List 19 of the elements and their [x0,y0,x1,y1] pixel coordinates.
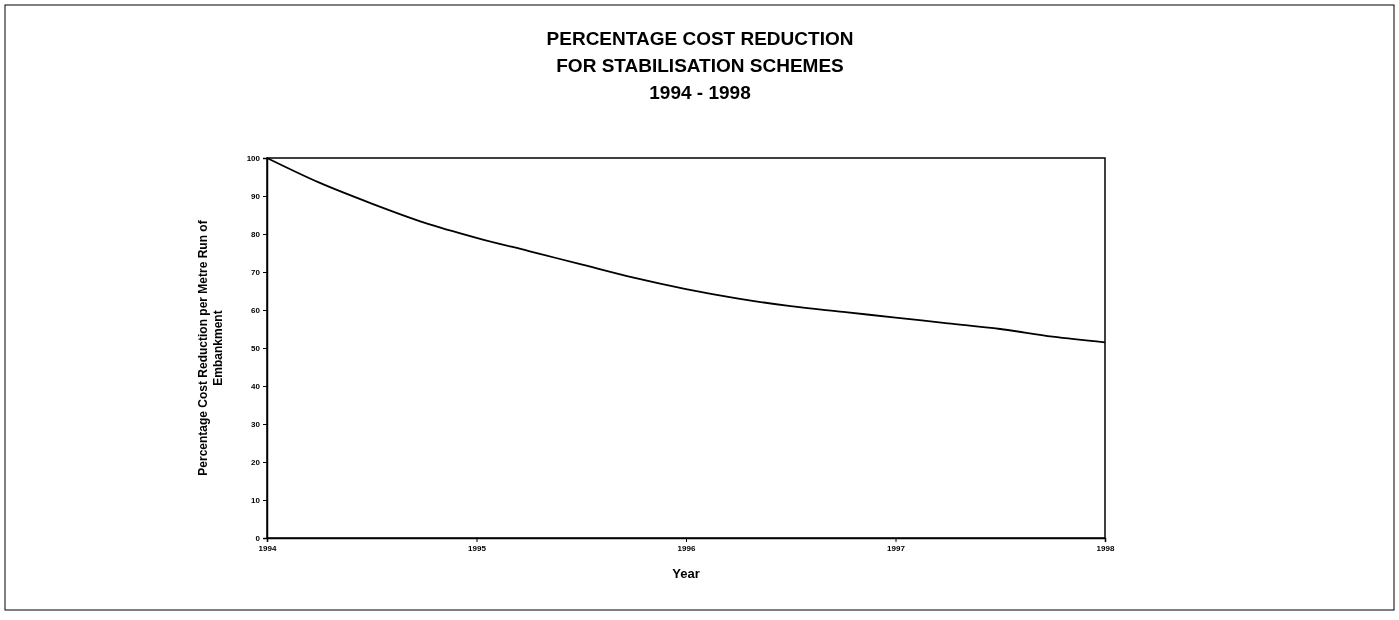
x-tick-label: 1997 [887,543,906,553]
y-tick-label: 50 [251,344,261,354]
y-tick-label: 10 [251,496,261,506]
y-tick-label: 20 [251,458,261,468]
y-tick-label: 100 [246,154,261,164]
y-tick-label: 80 [251,230,261,240]
chart-title: PERCENTAGE COST REDUCTION FOR STABILISATION SCHEMES 1994 - 1998 [546,28,854,103]
x-tick-label: 1994 [258,543,277,553]
y-tick-label: 60 [251,306,261,316]
y-tick-label: 40 [251,382,261,392]
x-tick-label: 1995 [468,543,487,553]
x-tick-label: 1998 [1096,543,1115,553]
y-axis-title: Percentage Cost Reduction per Metre Run of Embankment [196,219,225,476]
y-tick-label: 90 [251,192,261,202]
y-tick-label: 0 [255,534,261,544]
x-axis-title: Year [672,566,700,581]
y-tick-label: 70 [251,268,261,278]
x-tick-label: 1996 [677,543,696,553]
y-tick-label: 30 [251,420,261,430]
